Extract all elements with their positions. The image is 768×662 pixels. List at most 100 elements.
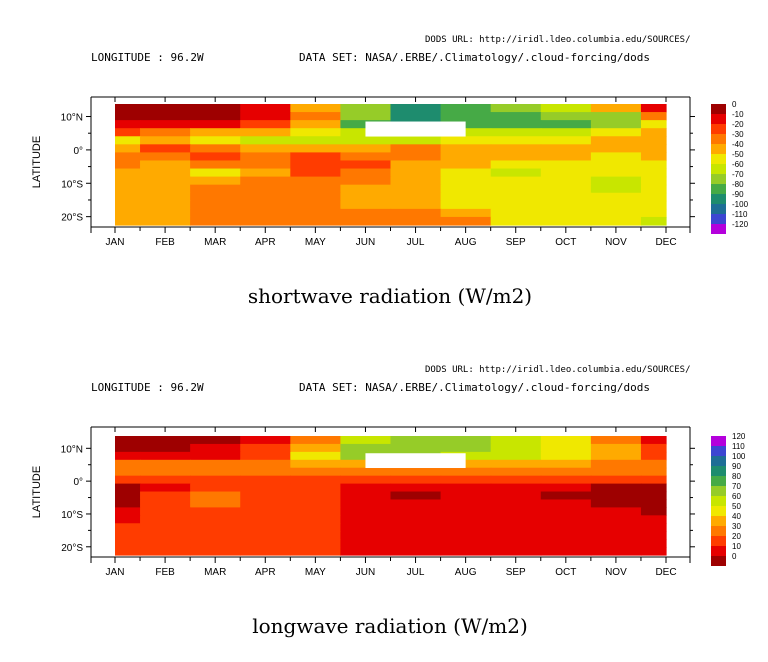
heatmap-cell	[290, 491, 342, 501]
heatmap-cell	[190, 168, 241, 178]
heatmap-cell	[590, 451, 642, 461]
heatmap-cell	[440, 491, 492, 501]
heatmap-cell	[590, 507, 642, 516]
heatmap-cell	[240, 192, 291, 202]
heatmap-cell	[340, 168, 392, 178]
heatmap-cell	[440, 451, 492, 461]
heatmap-cell	[390, 112, 442, 121]
heatmap-cell	[540, 499, 592, 508]
heatmap-cell	[140, 467, 191, 477]
x-tick-label: JUN	[356, 237, 375, 248]
colorbar-label: 100	[732, 452, 746, 461]
heatmap-cell	[290, 152, 342, 162]
heatmap-cell	[540, 104, 592, 113]
heatmap-cell	[290, 459, 342, 469]
heatmap-cell	[340, 499, 392, 508]
y-tick-label: 10°S	[61, 510, 83, 521]
heatmap-cell	[240, 515, 291, 524]
heatmap-cell	[115, 112, 141, 121]
heatmap-cell	[190, 136, 241, 145]
colorbar-label: 10	[732, 542, 741, 551]
heatmap-cell	[490, 176, 542, 186]
heatmap-cell	[290, 112, 342, 121]
heatmap-cell	[490, 523, 542, 532]
heatmap-cell	[490, 507, 542, 516]
heatmap-cell	[540, 128, 592, 137]
heatmap-cell	[190, 208, 241, 218]
heatmap-cell	[190, 547, 241, 556]
heatmap-cell	[440, 547, 492, 556]
heatmap-cell	[115, 168, 141, 178]
heatmap-cell	[490, 499, 542, 508]
x-tick-label: NOV	[605, 567, 627, 578]
heatmap-cell	[540, 120, 592, 129]
heatmap-cell	[540, 160, 592, 170]
heatmap-cell	[240, 451, 291, 461]
colorbar-swatch	[711, 144, 726, 154]
heatmap-cell	[240, 160, 291, 170]
heatmap-cell	[340, 436, 392, 445]
heatmap-cell	[140, 436, 191, 445]
heatmap-cell	[340, 192, 392, 202]
heatmap-cell	[190, 144, 241, 153]
heatmap-cell	[540, 539, 592, 548]
heatmap-cell	[390, 515, 442, 524]
colorbar-label: 80	[732, 472, 741, 481]
heatmap-cell	[640, 184, 667, 194]
heatmap-cell	[640, 112, 667, 121]
heatmap-cell	[290, 184, 342, 194]
heatmap-cell	[540, 144, 592, 153]
heatmap-cell	[240, 539, 291, 548]
heatmap-cell	[440, 160, 492, 170]
heatmap-cells	[115, 104, 667, 226]
heatmap-cell	[640, 160, 667, 170]
chart-caption: shortwave radiation (W/m2)	[247, 284, 533, 308]
heatmap-cell	[540, 216, 592, 226]
heatmap-cell	[640, 539, 667, 548]
heatmap-cell	[115, 443, 141, 453]
heatmap-cell	[240, 459, 291, 469]
y-tick-label: 20°S	[61, 213, 83, 224]
heatmap-cell	[640, 443, 667, 453]
heatmap-cell	[590, 483, 642, 493]
heatmap-cell	[390, 491, 442, 501]
heatmap-cell	[390, 192, 442, 202]
colorbar-label: 120	[732, 432, 746, 441]
y-tick-label: 0°	[73, 477, 83, 488]
heatmap-cell	[140, 515, 191, 524]
heatmap-cell	[115, 531, 141, 540]
heatmap-cell	[490, 436, 542, 445]
heatmap-cell	[340, 208, 392, 218]
heatmap-cell	[115, 184, 141, 194]
heatmap-cell	[540, 112, 592, 121]
heatmap-cell	[190, 491, 241, 501]
heatmap-cell	[440, 192, 492, 202]
colorbar-swatch	[711, 436, 726, 446]
heatmap-cell	[140, 152, 191, 162]
heatmap-cell	[390, 208, 442, 218]
heatmap-cell	[140, 104, 191, 113]
heatmap-cell	[490, 491, 542, 501]
heatmap-cell	[140, 144, 191, 153]
heatmap-cell	[240, 152, 291, 162]
heatmap-cell	[340, 112, 392, 121]
colorbar-swatch	[711, 164, 726, 174]
colorbar-swatch	[711, 556, 726, 566]
heatmap-cell	[240, 168, 291, 178]
heatmap-cell	[490, 144, 542, 153]
heatmap-cell	[540, 459, 592, 469]
heatmap-cell	[590, 491, 642, 501]
heatmap-cell	[115, 200, 141, 210]
heatmap-cell	[240, 483, 291, 493]
heatmap-cell	[240, 491, 291, 501]
heatmap-cell	[490, 475, 542, 485]
heatmap-cell	[290, 531, 342, 540]
heatmap-cell	[440, 539, 492, 548]
heatmap-cell	[190, 436, 241, 445]
heatmap-cell	[390, 144, 442, 153]
heatmap-cell	[190, 104, 241, 113]
heatmap-cell	[115, 208, 141, 218]
heatmap-cell	[340, 507, 392, 516]
heatmap-cell	[540, 208, 592, 218]
heatmap-cell	[640, 499, 667, 508]
